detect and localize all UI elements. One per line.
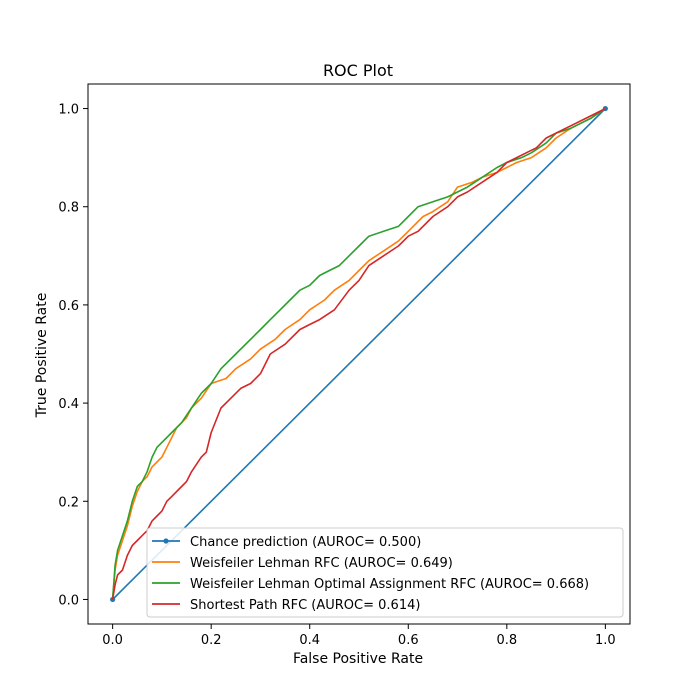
chart-title: ROC Plot	[323, 61, 393, 80]
x-tick-label: 0.8	[496, 633, 517, 648]
x-tick-label: 0.2	[201, 633, 222, 648]
y-tick-label: 0.4	[58, 397, 79, 412]
y-tick-label: 0.2	[58, 495, 79, 510]
x-tick-label: 0.0	[102, 633, 123, 648]
y-tick-label: 0.8	[58, 201, 79, 216]
series-line-2	[111, 107, 606, 600]
legend-marker-0	[163, 538, 169, 544]
legend-label-0: Chance prediction (AUROC= 0.500)	[190, 535, 421, 550]
series-line-3	[111, 107, 606, 600]
legend-box	[146, 527, 624, 618]
x-tick-label: 0.4	[299, 633, 320, 648]
legend-label-1: Weisfeiler Lehman RFC (AUROC= 0.649)	[190, 556, 453, 571]
y-tick-label: 0.0	[58, 593, 79, 608]
legend-label-3: Shortest Path RFC (AUROC= 0.614)	[190, 598, 420, 613]
legend: Chance prediction (AUROC= 0.500) Weisfeil…	[146, 527, 624, 618]
y-axis-label: True Positive Rate	[34, 293, 50, 419]
x-tick-label: 1.0	[595, 633, 616, 648]
legend-label-2: Weisfeiler Lehman Optimal Assignment RFC…	[190, 577, 589, 592]
plot-frame	[87, 83, 631, 625]
x-axis-label: False Positive Rate	[293, 651, 423, 667]
x-tick-label: 0.6	[398, 633, 419, 648]
y-tick-label: 1.0	[58, 103, 79, 118]
series-line-1	[111, 107, 606, 600]
y-tick-label: 0.6	[58, 299, 79, 314]
plot-area: 0.0 0.2 0.4 0.6 0.8 1.0 0.0 0.2 0.4 0.6 0.8 1.0	[58, 83, 631, 648]
series-line-0	[112, 107, 606, 601]
